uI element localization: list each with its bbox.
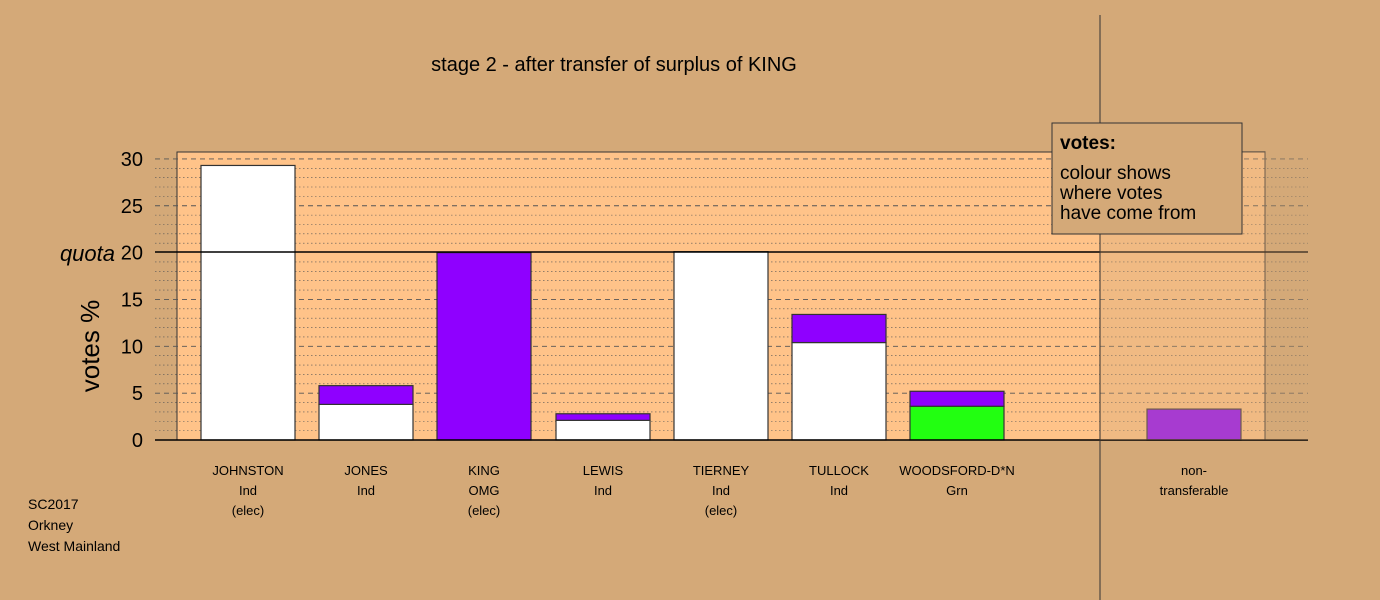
legend: votes: colour shows where votes have com… xyxy=(1051,122,1243,235)
category-label: Ind xyxy=(712,483,730,498)
category-label: LEWIS xyxy=(583,463,624,478)
bar-segment xyxy=(555,419,651,441)
bar-segment xyxy=(318,403,414,441)
footer-line: West Mainland xyxy=(28,538,120,554)
bar-segment xyxy=(673,251,769,441)
category-label: Grn xyxy=(946,483,968,498)
bar-segment xyxy=(436,252,532,441)
category-label: Ind xyxy=(830,483,848,498)
category-label: transferable xyxy=(1160,483,1229,498)
category-label: JOHNSTON xyxy=(212,463,283,478)
footer-line: SC2017 xyxy=(28,496,79,512)
category-labels: JOHNSTON Ind (elec) JONES Ind KING OMG (elec) LE… xyxy=(212,463,1228,518)
y-axis-label: votes % xyxy=(75,300,105,393)
category-label: Ind xyxy=(357,483,375,498)
y-tick-label: 5 xyxy=(132,383,143,405)
category-label: JONES xyxy=(344,463,388,478)
category-label: TULLOCK xyxy=(809,463,869,478)
chart-title: stage 2 - after transfer of surplus of K… xyxy=(431,54,797,76)
category-label: Ind xyxy=(594,483,612,498)
y-tick-label: 15 xyxy=(121,289,143,311)
y-tick-label: 20 xyxy=(121,243,143,265)
y-tick-label: 25 xyxy=(121,196,143,218)
category-label: (elec) xyxy=(468,503,501,518)
category-label: KING xyxy=(468,463,500,478)
category-label: TIERNEY xyxy=(693,463,750,478)
y-tick-label: 30 xyxy=(121,149,143,171)
category-label: Ind xyxy=(239,483,257,498)
category-label: non- xyxy=(1181,463,1207,478)
legend-box xyxy=(1051,122,1243,235)
legend-line: colour shows xyxy=(1060,163,1171,184)
bar-segment xyxy=(791,313,887,344)
bar-segment xyxy=(200,164,296,441)
category-label: (elec) xyxy=(232,503,265,518)
category-label: OMG xyxy=(468,483,499,498)
bar-segment xyxy=(909,405,1005,441)
y-axis-ticks: 0 5 10 15 20 25 30 xyxy=(121,149,143,452)
bar-segment xyxy=(555,413,651,421)
bar-segment xyxy=(909,390,1005,407)
footer-info: SC2017 Orkney West Mainland xyxy=(28,496,120,554)
y-tick-label: 0 xyxy=(132,430,143,452)
category-label: (elec) xyxy=(705,503,738,518)
legend-line: have come from xyxy=(1060,203,1196,224)
footer-line: Orkney xyxy=(28,517,73,533)
bar-segment xyxy=(318,385,414,405)
quota-label: quota xyxy=(60,241,115,266)
legend-title: votes: xyxy=(1060,133,1116,154)
bars xyxy=(200,164,1242,441)
bar-segment xyxy=(791,341,887,441)
category-label: WOODSFORD-D*N xyxy=(899,463,1015,478)
y-tick-label: 10 xyxy=(121,336,143,358)
legend-line: where votes xyxy=(1059,183,1162,204)
